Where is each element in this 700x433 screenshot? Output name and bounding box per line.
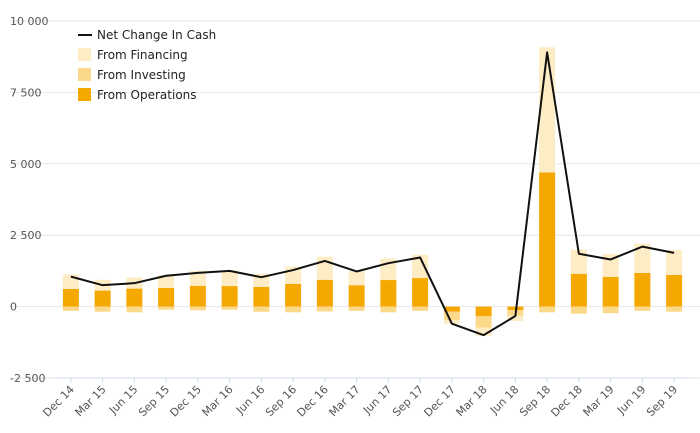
legend-label: Net Change In Cash: [97, 28, 216, 42]
x-tick-label: Dec 17: [421, 383, 458, 420]
y-tick-label: 0: [10, 301, 17, 314]
x-tick-label: Jun 16: [233, 383, 267, 417]
bar-from-operations: [602, 276, 619, 307]
y-tick-label: 10 000: [10, 15, 49, 28]
bar-from-investing: [634, 306, 651, 311]
legend-label: From Operations: [97, 88, 197, 102]
bar-from-operations: [380, 280, 397, 307]
bar-from-investing: [158, 306, 175, 310]
bar-from-operations: [62, 288, 79, 307]
x-tick-label: Sep 15: [136, 383, 172, 419]
bar-from-investing: [221, 306, 238, 310]
bar-from-financing: [221, 270, 238, 287]
x-tick-label: Sep 17: [390, 383, 426, 419]
bar-from-operations: [253, 286, 270, 307]
bar-from-financing: [666, 250, 683, 275]
bar-from-investing: [380, 306, 397, 313]
bar-from-operations: [412, 278, 429, 307]
bar-from-investing: [189, 306, 206, 311]
x-tick-label: Dec 18: [548, 383, 585, 420]
bar-from-investing: [412, 306, 429, 311]
bar-from-financing: [475, 327, 492, 336]
bar-from-operations: [189, 285, 206, 307]
bar-from-investing: [348, 306, 365, 311]
bar-from-financing: [570, 249, 587, 274]
bar-from-financing: [189, 270, 206, 286]
x-tick-label: Mar 19: [581, 383, 617, 419]
bar-from-operations: [94, 290, 111, 307]
legend-swatch-bar: [78, 48, 91, 61]
bar-from-financing: [507, 315, 524, 321]
bar-from-investing: [443, 311, 460, 321]
x-tick-label: Mar 17: [327, 383, 363, 419]
bar-from-financing: [62, 274, 79, 289]
bar-from-operations: [316, 279, 333, 307]
x-tick-label: Dec 15: [167, 383, 204, 420]
line-series: [70, 51, 675, 337]
bar-from-operations: [475, 306, 492, 317]
bar-from-financing: [348, 271, 365, 286]
bar-from-operations: [285, 283, 302, 307]
bar-from-investing: [126, 306, 143, 313]
bar-from-investing: [475, 316, 492, 328]
x-tick-label: Jun 15: [106, 383, 140, 417]
bar-from-financing: [412, 254, 429, 279]
y-tick-label: 5 000: [10, 158, 42, 171]
x-tick-label: Sep 18: [517, 383, 553, 419]
x-tick-label: Jun 19: [614, 383, 648, 417]
bar-from-operations: [666, 274, 683, 307]
bar-from-investing: [62, 306, 79, 311]
bar-from-operations: [221, 286, 238, 307]
bar-from-financing: [634, 243, 651, 273]
bar-from-investing: [539, 306, 556, 313]
line-net-change-in-cash: [70, 51, 675, 337]
bar-from-financing: [158, 275, 175, 289]
x-tick-label: Mar 15: [73, 383, 109, 419]
bar-from-investing: [253, 306, 270, 312]
legend-label: From Investing: [97, 68, 186, 82]
y-tick-label: 7 500: [10, 86, 42, 99]
bar-from-investing: [285, 306, 302, 313]
bar-from-investing: [316, 306, 333, 312]
bar-from-operations: [443, 306, 460, 312]
bar-from-operations: [634, 272, 651, 307]
x-tick-label: Dec 16: [294, 383, 331, 420]
bar-from-investing: [666, 306, 683, 312]
y-tick-label: 2 500: [10, 229, 42, 242]
legend-swatch-bar: [78, 68, 91, 81]
bar-from-operations: [158, 288, 175, 307]
bar-from-investing: [94, 306, 111, 312]
bar-from-investing: [570, 306, 587, 314]
x-tick-label: Dec 14: [40, 383, 77, 420]
x-tick-label: Jun 17: [360, 383, 394, 417]
bar-from-financing: [539, 47, 556, 173]
x-tick-label: Mar 18: [454, 383, 490, 419]
x-tick-label: Mar 16: [200, 383, 236, 419]
legend-label: From Financing: [97, 48, 188, 62]
legend-swatch-bar: [78, 88, 91, 101]
y-axis-ticks: -2 500 0 2 500 5 000 7 500 10 000: [10, 15, 49, 385]
bar-from-operations: [539, 172, 556, 307]
x-tick-label: Jun 18: [487, 383, 521, 417]
bar-from-operations: [348, 285, 365, 307]
x-tick-label: Sep 19: [644, 383, 680, 419]
bar-from-investing: [602, 306, 619, 314]
bar-from-operations: [570, 273, 587, 307]
y-tick-label: -2 500: [10, 372, 45, 385]
bar-from-operations: [126, 288, 143, 307]
x-tick-label: Sep 16: [263, 383, 299, 419]
legend: Net Change In Cash From Financing From Inv…: [78, 28, 216, 102]
